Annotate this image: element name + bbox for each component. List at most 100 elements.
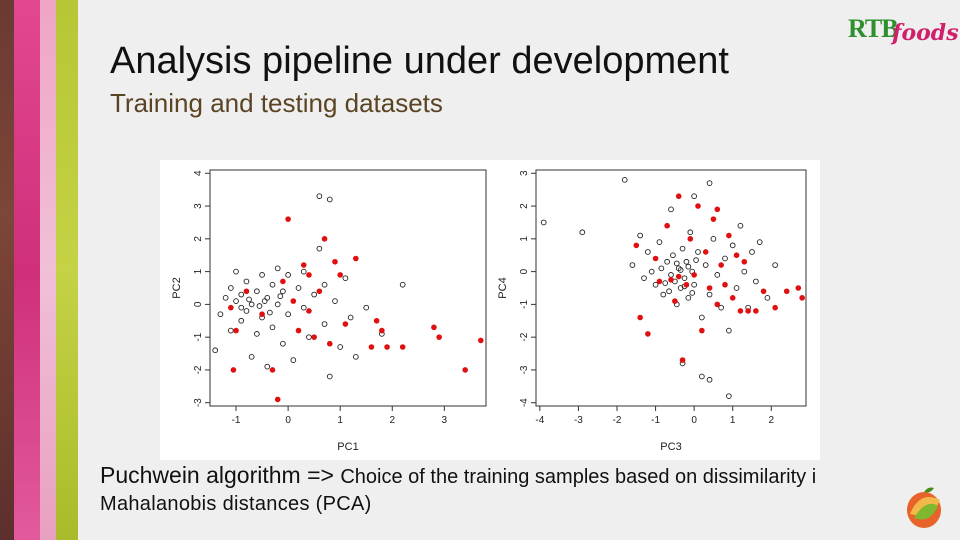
sample-point <box>254 288 260 295</box>
x-tick-label: 1 <box>730 415 736 426</box>
sample-point <box>243 308 250 314</box>
pca-plots-image: -1 0 1 2 3 -3 -2 -1 0 1 2 3 4 PC1 PC2 -4 -3 -2 -1 0 1 2 -4 -3 -2… <box>160 160 820 460</box>
sample-point <box>699 373 705 380</box>
selected-sample-point <box>799 295 805 301</box>
stripe-green <box>56 0 78 540</box>
x-tick-label: 3 <box>442 415 448 426</box>
sample-point <box>685 294 692 301</box>
sample-point <box>685 263 692 270</box>
sample-point <box>668 206 674 213</box>
selected-sample-point <box>699 327 705 334</box>
sample-point <box>269 281 276 288</box>
selected-sample-point <box>337 272 343 278</box>
sample-point <box>277 293 284 300</box>
selected-sample-point <box>664 222 670 229</box>
stripe-pink <box>40 0 56 540</box>
selected-sample-point <box>745 308 751 314</box>
sample-point <box>295 285 302 291</box>
selected-sample-point <box>656 278 663 285</box>
fruit-icon <box>907 487 941 528</box>
sample-point <box>670 252 676 259</box>
y-tick-label: 3 <box>193 203 204 209</box>
y-tick-label: 2 <box>519 203 530 209</box>
sample-point <box>645 249 651 255</box>
sample-point <box>217 311 224 318</box>
selected-sample-point <box>342 321 349 327</box>
selected-sample-point <box>683 281 690 288</box>
selected-sample-point <box>353 255 359 262</box>
selected-sample-point <box>285 216 291 222</box>
sample-point <box>706 291 713 298</box>
selected-sample-point <box>436 334 442 340</box>
sample-point <box>227 327 234 334</box>
selected-sample-point <box>228 304 234 311</box>
sample-point <box>261 298 268 304</box>
sample-point <box>285 311 291 318</box>
caption-line-1: Puchwein algorithm => Choice of the trai… <box>100 462 960 489</box>
selected-sample-point <box>300 262 307 268</box>
x-tick-label: -2 <box>613 415 622 426</box>
sample-point <box>733 285 740 291</box>
selected-sample-point <box>714 206 721 213</box>
sample-point <box>300 304 307 311</box>
logo-foods-text: foods <box>892 20 959 46</box>
selected-sample-point <box>706 285 713 291</box>
selected-sample-point <box>259 311 265 318</box>
sample-point <box>691 281 697 288</box>
selected-sample-point <box>679 357 686 363</box>
sample-point <box>652 281 659 288</box>
selected-sample-point <box>718 262 724 268</box>
x-tick-label: 0 <box>691 415 697 426</box>
selected-sample-point <box>772 304 778 311</box>
sample-point <box>248 301 255 308</box>
selected-sample-point <box>373 317 380 324</box>
selected-sample-point <box>795 285 802 291</box>
selected-sample-point <box>295 327 302 334</box>
selected-sample-point <box>710 216 717 222</box>
selected-sample-point <box>321 236 328 242</box>
sample-point <box>311 291 318 298</box>
y-axis-label: PC4 <box>497 277 509 298</box>
x-tick-label: 0 <box>285 415 291 426</box>
sample-point <box>269 324 276 331</box>
sample-point <box>316 193 323 200</box>
sample-point <box>248 353 255 360</box>
sample-point <box>222 294 229 301</box>
sample-point <box>679 245 686 252</box>
x-tick-label: -3 <box>574 415 583 426</box>
sample-point <box>233 268 239 275</box>
y-tick-label: 1 <box>519 236 530 242</box>
y-tick-label: 0 <box>193 301 204 307</box>
selected-sample-point <box>652 255 659 262</box>
sample-point <box>337 344 344 350</box>
sample-point <box>264 363 271 370</box>
sample-point <box>363 304 370 311</box>
selected-sample-point <box>633 242 640 249</box>
sample-point <box>290 357 297 363</box>
selected-sample-point <box>675 193 682 200</box>
sample-point <box>352 353 359 360</box>
sample-point <box>540 219 547 226</box>
x-tick-label: 1 <box>337 415 343 426</box>
sample-point <box>714 272 721 278</box>
selected-sample-point <box>729 295 736 301</box>
selected-sample-point <box>691 272 697 278</box>
selected-sample-point <box>668 277 674 283</box>
sample-point <box>326 196 333 203</box>
sample-point <box>668 272 674 278</box>
sample-point <box>280 340 286 347</box>
selected-sample-point <box>280 278 286 285</box>
y-tick-label: -1 <box>193 332 204 341</box>
selected-sample-point <box>326 340 333 347</box>
x-tick-label: -1 <box>232 415 241 426</box>
sample-point <box>673 260 680 267</box>
selected-sample-point <box>675 273 682 280</box>
plot-frame <box>535 169 807 407</box>
y-tick-label: -3 <box>519 365 530 374</box>
selected-sample-point <box>379 327 385 334</box>
sample-point <box>238 291 245 298</box>
sample-point <box>722 255 728 262</box>
sample-point <box>726 393 732 400</box>
sample-point <box>706 180 713 186</box>
sample-point <box>321 281 328 288</box>
